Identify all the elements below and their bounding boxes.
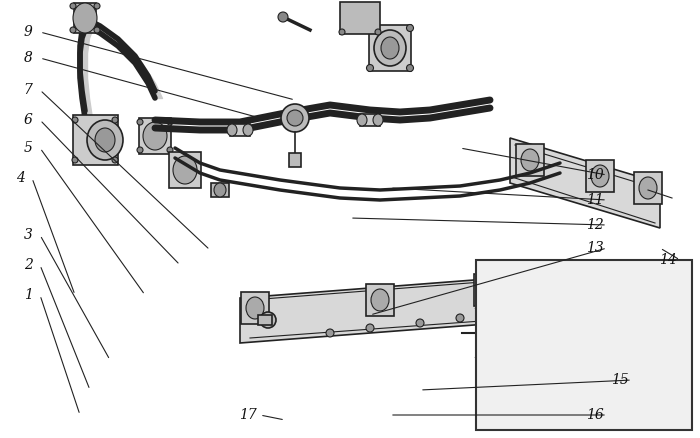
Bar — [74, 3, 96, 33]
Ellipse shape — [137, 119, 143, 125]
Bar — [258, 315, 272, 325]
Bar — [650, 325, 680, 381]
Ellipse shape — [112, 117, 118, 123]
Bar — [139, 118, 171, 154]
Ellipse shape — [639, 177, 657, 199]
Ellipse shape — [287, 110, 303, 126]
Ellipse shape — [371, 289, 389, 311]
Ellipse shape — [407, 64, 414, 71]
Ellipse shape — [260, 312, 276, 328]
Ellipse shape — [72, 157, 78, 163]
Ellipse shape — [94, 27, 100, 33]
Ellipse shape — [530, 282, 566, 318]
Text: 10: 10 — [586, 168, 604, 182]
Bar — [169, 152, 201, 188]
Text: 13: 13 — [586, 241, 604, 255]
Text: 16: 16 — [586, 408, 604, 422]
Bar — [360, 114, 380, 126]
Ellipse shape — [416, 319, 424, 327]
Bar — [369, 25, 411, 71]
Ellipse shape — [456, 314, 464, 322]
Ellipse shape — [552, 352, 568, 368]
Ellipse shape — [72, 117, 78, 123]
Ellipse shape — [496, 311, 520, 335]
Polygon shape — [240, 278, 500, 343]
Ellipse shape — [143, 122, 167, 150]
Ellipse shape — [173, 156, 197, 184]
Ellipse shape — [479, 279, 497, 301]
Ellipse shape — [243, 124, 253, 136]
Text: 5: 5 — [24, 141, 32, 155]
Ellipse shape — [572, 352, 588, 368]
Text: 6: 6 — [24, 113, 32, 127]
Text: 8: 8 — [24, 51, 32, 65]
Bar — [516, 144, 544, 176]
Text: 4: 4 — [15, 171, 24, 185]
Text: 11: 11 — [586, 193, 604, 207]
Bar — [476, 260, 692, 430]
Text: 9: 9 — [24, 25, 32, 39]
Ellipse shape — [112, 157, 118, 163]
Text: 7: 7 — [24, 83, 32, 97]
Ellipse shape — [278, 12, 288, 22]
Ellipse shape — [70, 27, 76, 33]
Bar — [634, 172, 662, 204]
Polygon shape — [510, 138, 660, 228]
Ellipse shape — [281, 104, 309, 132]
Text: 17: 17 — [239, 408, 257, 422]
Ellipse shape — [339, 29, 345, 35]
Ellipse shape — [357, 114, 367, 126]
Bar — [230, 124, 250, 136]
Bar — [586, 160, 614, 192]
Ellipse shape — [486, 301, 530, 345]
Ellipse shape — [227, 124, 237, 136]
Bar — [289, 153, 301, 167]
Bar — [241, 292, 269, 324]
Ellipse shape — [592, 352, 608, 368]
Text: 12: 12 — [586, 218, 604, 232]
Bar — [474, 274, 502, 306]
Ellipse shape — [591, 165, 609, 187]
Bar — [340, 2, 380, 34]
Ellipse shape — [367, 25, 374, 32]
Text: 15: 15 — [611, 373, 629, 387]
Ellipse shape — [366, 324, 374, 332]
Ellipse shape — [373, 114, 383, 126]
Ellipse shape — [95, 128, 115, 152]
Ellipse shape — [521, 149, 539, 171]
Bar — [211, 183, 229, 197]
Ellipse shape — [538, 290, 558, 310]
Ellipse shape — [326, 329, 334, 337]
Text: 3: 3 — [24, 228, 32, 242]
Bar — [73, 115, 118, 165]
Ellipse shape — [246, 297, 264, 319]
Ellipse shape — [407, 25, 414, 32]
Ellipse shape — [137, 147, 143, 153]
Ellipse shape — [214, 183, 226, 197]
Bar — [520, 298, 620, 408]
Ellipse shape — [375, 29, 381, 35]
Ellipse shape — [167, 147, 173, 153]
Ellipse shape — [367, 64, 374, 71]
Ellipse shape — [167, 119, 173, 125]
Bar — [525, 383, 615, 413]
Ellipse shape — [70, 3, 76, 9]
Bar — [366, 284, 394, 316]
Ellipse shape — [87, 120, 123, 160]
Ellipse shape — [381, 37, 399, 59]
Text: 1: 1 — [24, 288, 32, 302]
Bar — [559, 400, 581, 420]
Ellipse shape — [94, 3, 100, 9]
Ellipse shape — [73, 3, 97, 33]
Text: 2: 2 — [24, 258, 32, 272]
Ellipse shape — [550, 398, 590, 428]
Ellipse shape — [374, 30, 406, 66]
Text: 14: 14 — [659, 253, 677, 267]
